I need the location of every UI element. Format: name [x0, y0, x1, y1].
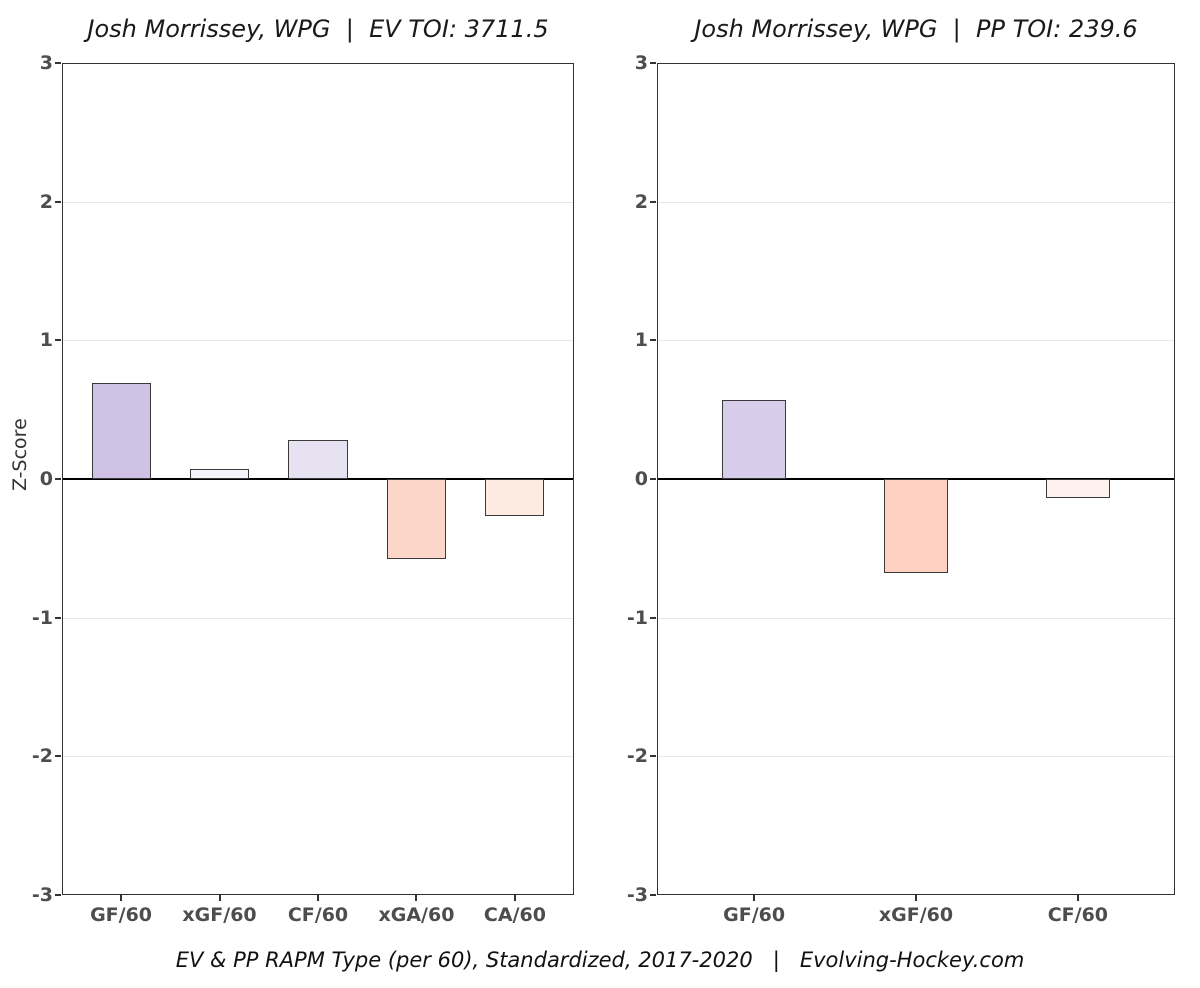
y-tick-mark	[650, 894, 656, 896]
y-tick-label: 3	[634, 52, 648, 74]
y-tick-label: 2	[634, 190, 648, 213]
bar-cf-60	[288, 440, 348, 479]
y-tick-label: 2	[39, 190, 53, 213]
bar-ca-60	[485, 479, 545, 517]
y-tick-mark	[650, 616, 656, 619]
x-tick-label: CF/60	[1047, 904, 1109, 926]
x-tick-mark	[513, 895, 516, 901]
y-gridline	[62, 617, 574, 619]
y-tick-label: 1	[634, 329, 648, 352]
y-tick-label: -2	[31, 745, 53, 768]
y-tick-mark	[650, 62, 656, 64]
bar-gf-60	[722, 399, 787, 479]
x-tick-label: xGA/60	[378, 904, 455, 926]
ev-chart-title: Josh Morrissey, WPG | EV TOI: 3711.5	[87, 15, 549, 43]
y-tick-label: -3	[31, 884, 53, 906]
y-tick-label: 0	[634, 468, 648, 490]
y-tick-mark	[55, 200, 61, 203]
y-tick-label: 3	[39, 52, 53, 74]
y-tick-mark	[650, 339, 656, 342]
y-tick-label: -1	[31, 606, 53, 629]
y-tick-label: 0	[39, 468, 53, 490]
bar-xgf-60	[884, 479, 948, 574]
y-tick-mark	[55, 478, 61, 480]
y-gridline	[657, 340, 1175, 342]
bar-cf-60	[1045, 479, 1110, 499]
y-gridline	[62, 201, 574, 203]
y-tick-mark	[55, 616, 61, 619]
y-tick-mark	[55, 755, 61, 758]
x-tick-mark	[415, 895, 418, 901]
x-tick-label: CA/60	[483, 904, 546, 926]
x-tick-mark	[218, 895, 221, 901]
x-tick-label: GF/60	[723, 904, 786, 926]
x-tick-label: GF/60	[90, 904, 153, 926]
y-tick-label: 1	[39, 329, 53, 352]
y-gridline	[657, 617, 1175, 619]
y-tick-label: -2	[626, 745, 648, 768]
y-tick-mark	[55, 62, 61, 64]
y-gridline	[657, 201, 1175, 203]
x-tick-mark	[915, 895, 917, 901]
y-tick-label: -1	[626, 606, 648, 629]
x-tick-label: CF/60	[287, 904, 349, 926]
y-gridline	[657, 756, 1175, 758]
x-tick-mark	[120, 895, 123, 901]
y-tick-mark	[650, 478, 656, 480]
bar-xga-60	[386, 479, 446, 560]
y-tick-mark	[650, 755, 656, 758]
zero-line	[62, 478, 574, 480]
figure-caption: EV & PP RAPM Type (per 60), Standardized…	[175, 948, 1025, 972]
y-tick-mark	[55, 894, 61, 896]
x-tick-mark	[1076, 895, 1079, 901]
x-tick-mark	[317, 895, 319, 901]
x-tick-mark	[753, 895, 756, 901]
bar-gf-60	[91, 383, 151, 479]
y-gridline	[62, 340, 574, 342]
pp-chart-title: Josh Morrissey, WPG | PP TOI: 239.6	[694, 15, 1138, 43]
y-gridline	[62, 756, 574, 758]
y-tick-mark	[650, 200, 656, 203]
x-tick-label: xGF/60	[878, 904, 954, 926]
y-tick-mark	[55, 339, 61, 342]
x-tick-label: xGF/60	[182, 904, 257, 926]
y-tick-label: -3	[626, 884, 648, 906]
bar-xgf-60	[190, 469, 250, 479]
